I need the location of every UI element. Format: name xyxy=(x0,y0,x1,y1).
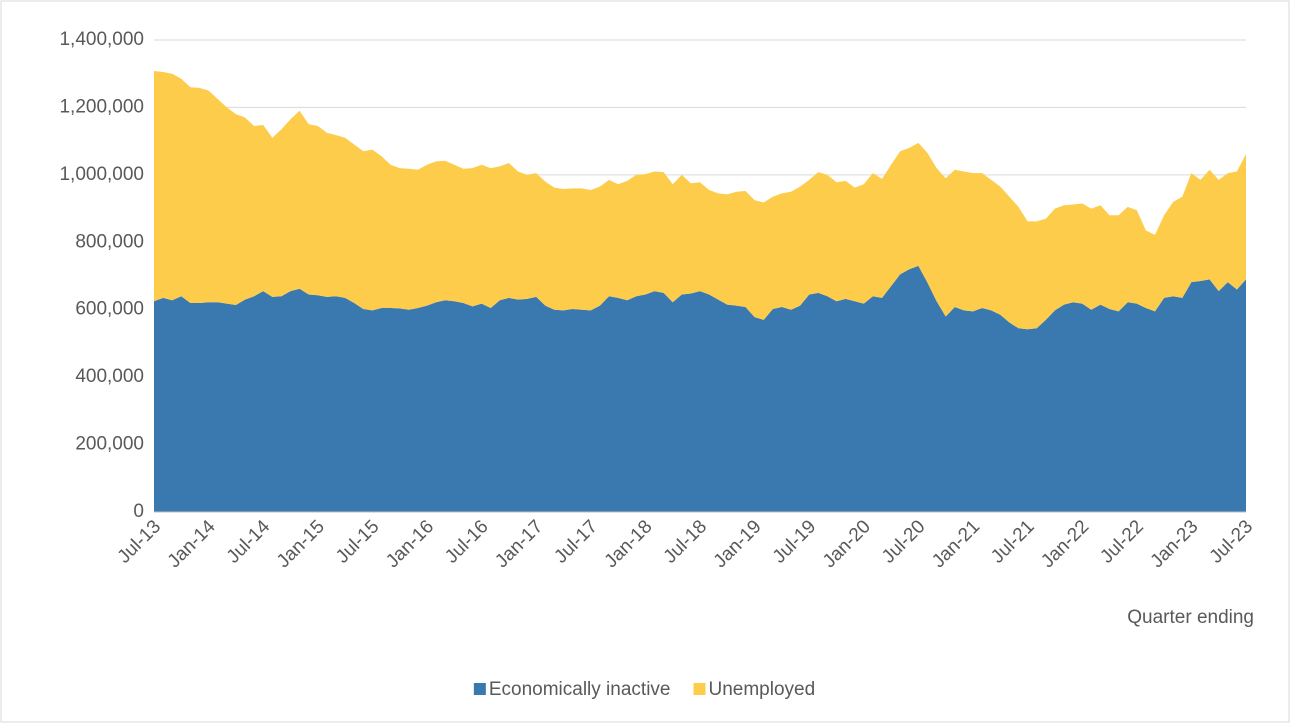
y-tick-label: 200,000 xyxy=(75,434,144,455)
y-tick-label: 1,400,000 xyxy=(59,29,144,50)
area xyxy=(154,265,1246,512)
y-tick-label: 0 xyxy=(133,501,144,522)
legend-swatch xyxy=(693,683,706,695)
y-tick-label: 600,000 xyxy=(75,299,144,320)
y-tick-label: 400,000 xyxy=(75,366,144,387)
area xyxy=(154,71,1246,330)
legend-swatch xyxy=(473,683,486,695)
legend-label: Unemployed xyxy=(708,679,815,700)
y-tick-label: 1,000,000 xyxy=(59,164,144,185)
x-axis-title: Quarter ending xyxy=(1127,607,1254,628)
y-tick-label: 1,200,000 xyxy=(59,96,144,117)
y-tick-label: 800,000 xyxy=(75,231,144,252)
legend-label: Economically inactive xyxy=(489,679,671,700)
